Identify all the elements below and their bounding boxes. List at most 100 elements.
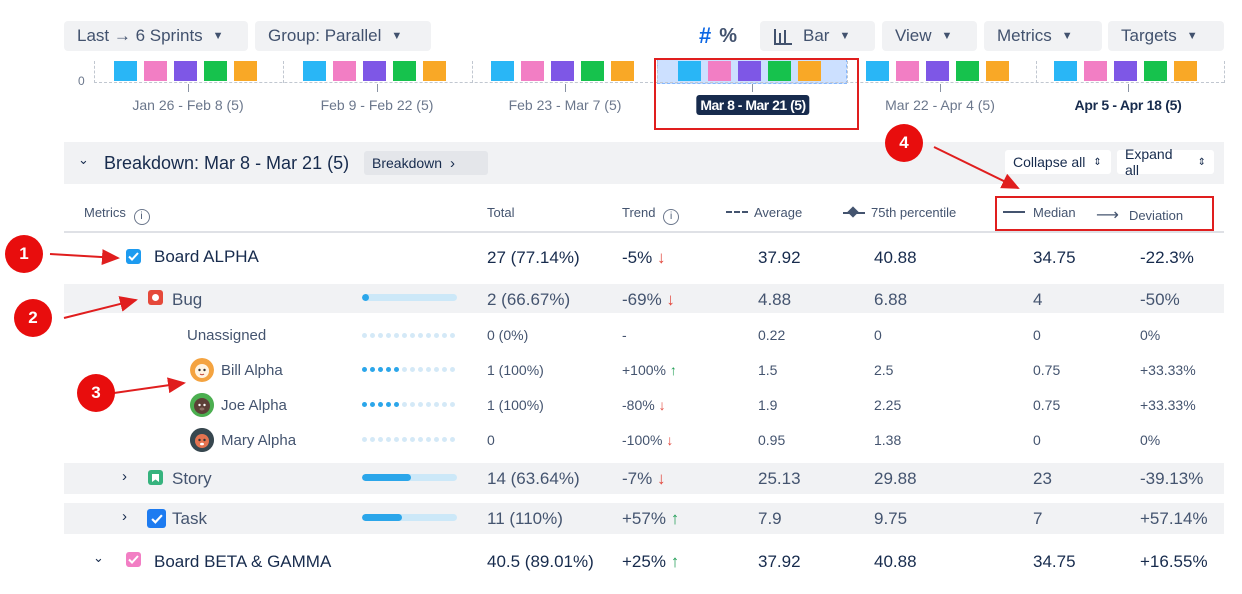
expand-icon: ⇕ <box>1197 156 1206 168</box>
period-label[interactable]: Feb 23 - Mar 7 (5) <box>508 97 622 113</box>
bar[interactable] <box>866 61 889 81</box>
x-tick <box>940 84 941 92</box>
bar[interactable] <box>896 61 919 81</box>
column-header-total[interactable]: Total <box>487 205 515 220</box>
period-label[interactable]: Apr 5 - Apr 18 (5) <box>1074 97 1182 113</box>
bar[interactable] <box>521 61 544 81</box>
group-label: Group: Parallel <box>268 26 382 45</box>
period-bars[interactable] <box>1054 61 1197 81</box>
row-name[interactable]: Story <box>172 469 212 488</box>
group-divider <box>1224 61 1225 83</box>
bar[interactable] <box>303 61 326 81</box>
solid-line-icon <box>1003 211 1025 213</box>
targets-dropdown[interactable]: Targets ▼ <box>1108 21 1224 51</box>
annotation-badge: 1 <box>5 235 43 273</box>
bar[interactable] <box>363 61 386 81</box>
row-name[interactable]: Mary Alpha <box>221 432 297 449</box>
bar[interactable] <box>1174 61 1197 81</box>
chevron-right-icon[interactable]: › <box>122 508 127 525</box>
bar[interactable] <box>986 61 1009 81</box>
bar[interactable] <box>551 61 574 81</box>
row-name[interactable]: Bill Alpha <box>221 362 283 379</box>
info-icon[interactable]: i <box>663 209 680 225</box>
bar[interactable] <box>798 61 821 81</box>
row-deviation: +16.55% <box>1140 552 1208 571</box>
column-header-average[interactable]: Average <box>726 205 802 220</box>
bar[interactable] <box>1084 61 1107 81</box>
arrow-up-icon: ↑ <box>669 362 677 378</box>
row-deviation: 0% <box>1140 327 1161 343</box>
row-median: 0.75 <box>1033 397 1061 413</box>
bar[interactable] <box>393 61 416 81</box>
period-bars[interactable] <box>491 61 634 81</box>
bar[interactable] <box>1054 61 1077 81</box>
period-label-selected[interactable]: Mar 8 - Mar 21 (5) <box>696 95 810 115</box>
row-name[interactable]: Board BETA & GAMMA <box>154 552 332 571</box>
bar[interactable] <box>333 61 356 81</box>
bar[interactable] <box>1114 61 1137 81</box>
bar[interactable] <box>708 61 731 81</box>
percent-icon[interactable]: % <box>719 24 738 47</box>
bar[interactable] <box>956 61 979 81</box>
expand-all-button[interactable]: Expand all ⇕ <box>1117 146 1214 178</box>
checkbox-board-alpha[interactable] <box>126 249 141 264</box>
row-p75: 6.88 <box>874 290 908 309</box>
row-name[interactable]: Unassigned <box>187 327 267 344</box>
collapse-all-button[interactable]: Collapse all ⇕ <box>1005 150 1111 174</box>
bar[interactable] <box>114 61 137 81</box>
view-dropdown[interactable]: View ▼ <box>882 21 977 51</box>
row-name[interactable]: Board ALPHA <box>154 247 259 266</box>
row-name[interactable]: Joe Alpha <box>221 397 287 414</box>
period-bars[interactable] <box>114 61 257 81</box>
breakdown-title: Breakdown: Mar 8 - Mar 21 (5) <box>104 153 350 173</box>
bar[interactable] <box>1144 61 1167 81</box>
row-deviation: -39.13% <box>1140 469 1204 488</box>
bar[interactable] <box>234 61 257 81</box>
chevron-down-icon[interactable]: ⌄ <box>78 152 89 167</box>
chart-type-dropdown[interactable]: Bar ▼ <box>760 21 875 51</box>
period-bars[interactable] <box>866 61 1009 81</box>
row-name[interactable]: Bug <box>172 290 203 309</box>
bar[interactable] <box>204 61 227 81</box>
period-label[interactable]: Mar 22 - Apr 4 (5) <box>885 97 995 113</box>
row-trend: -5% ↓ <box>622 248 665 268</box>
metrics-dropdown[interactable]: Metrics ▼ <box>984 21 1102 51</box>
bar[interactable] <box>768 61 791 81</box>
row-average: 0.95 <box>758 432 786 448</box>
period-label[interactable]: Feb 9 - Feb 22 (5) <box>320 97 434 113</box>
trend-value: -69% <box>622 290 662 309</box>
sprint-range-dropdown[interactable]: Last → 6 Sprints ▼ <box>64 21 248 51</box>
metrics-label: Metrics <box>997 26 1052 45</box>
breakdown-button[interactable]: Breakdown › <box>364 151 488 175</box>
info-icon[interactable]: i <box>133 209 150 225</box>
diamond-line-icon <box>843 206 865 218</box>
header-divider <box>64 231 1224 233</box>
column-header-deviation[interactable]: ⟶ Deviation <box>1096 205 1183 225</box>
bar[interactable] <box>491 61 514 81</box>
chevron-right-icon[interactable]: › <box>122 468 127 485</box>
chevron-down-icon[interactable]: ⌄ <box>93 550 104 565</box>
bar[interactable] <box>926 61 949 81</box>
row-name[interactable]: Task <box>172 509 207 528</box>
bar[interactable] <box>144 61 167 81</box>
period-bars[interactable] <box>303 61 446 81</box>
bar[interactable] <box>423 61 446 81</box>
row-trend: +100% ↑ <box>622 362 677 378</box>
period-bars-selected[interactable] <box>678 61 821 81</box>
period-label[interactable]: Jan 26 - Feb 8 (5) <box>132 97 244 113</box>
group-dropdown[interactable]: Group: Parallel ▼ <box>255 21 431 51</box>
value-mode-toggle[interactable]: # % <box>699 21 755 51</box>
column-header-p75[interactable]: 75th percentile <box>843 205 956 220</box>
bar[interactable] <box>611 61 634 81</box>
hash-icon[interactable]: # <box>699 23 712 48</box>
bar[interactable] <box>738 61 761 81</box>
checkbox-board-beta-gamma[interactable] <box>126 552 141 567</box>
y-axis-zero-label: 0 <box>78 74 85 88</box>
bar[interactable] <box>174 61 197 81</box>
row-total: 1 (100%) <box>487 397 544 413</box>
bar[interactable] <box>678 61 701 81</box>
column-header-median[interactable]: Median <box>1003 205 1076 220</box>
trend-value: -80% <box>622 397 655 413</box>
bar[interactable] <box>581 61 604 81</box>
targets-label: Targets <box>1121 26 1177 45</box>
